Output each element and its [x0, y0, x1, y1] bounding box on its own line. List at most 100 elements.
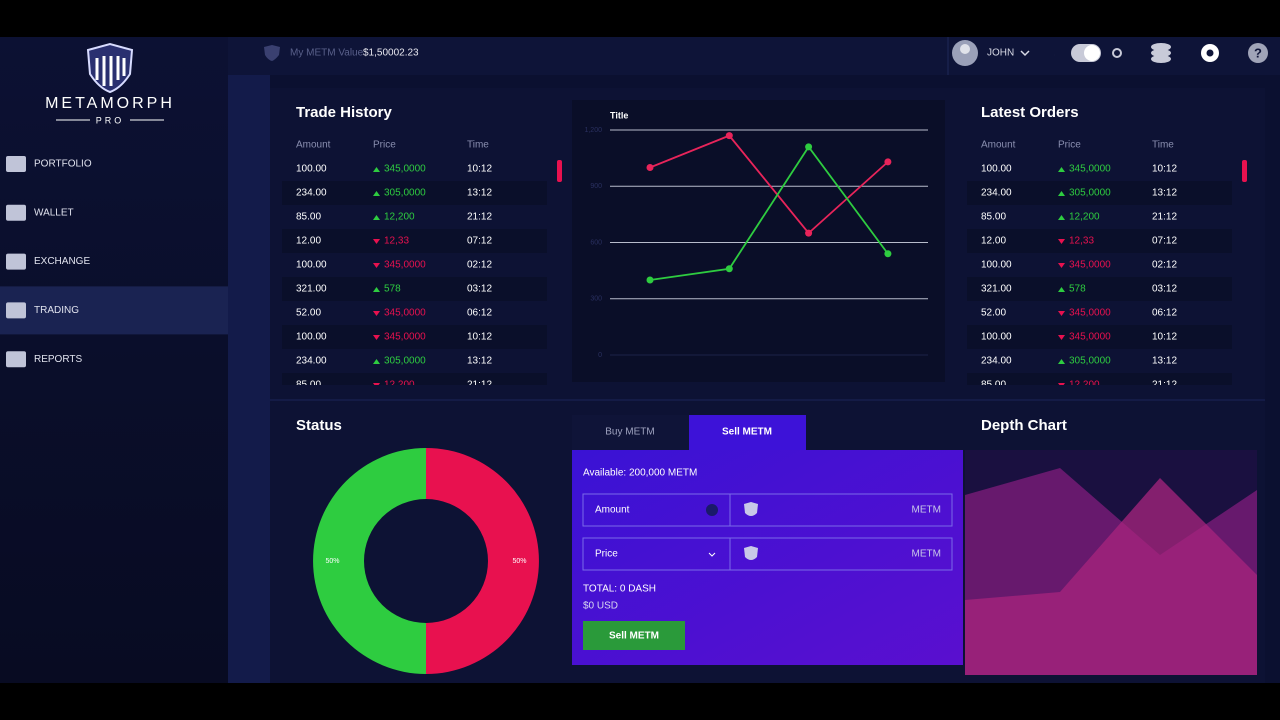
price: 345,0000 — [384, 308, 426, 319]
input-field[interactable] — [582, 493, 953, 527]
time: 02:12 — [1152, 260, 1177, 271]
donut-slice — [313, 448, 426, 674]
field-unit: METM — [912, 549, 941, 560]
amount: 52.00 — [981, 308, 1006, 319]
amount: 321.00 — [296, 284, 327, 295]
donut-slice — [426, 448, 539, 674]
amount: 52.00 — [296, 308, 321, 319]
metm-icon — [264, 45, 280, 61]
column-header: Time — [467, 140, 489, 151]
price: 12,200 — [384, 380, 415, 391]
total: TOTAL: 0 DASH — [583, 584, 656, 595]
submit-label[interactable]: Sell METM — [609, 631, 659, 642]
panel-title: Latest Orders — [981, 104, 1079, 121]
available: Available: 200,000 METM — [583, 468, 697, 479]
price: 345,0000 — [1069, 164, 1111, 175]
dropdown-caret[interactable] — [708, 552, 716, 557]
nav-item[interactable]: WALLET — [34, 207, 74, 218]
line-point — [805, 143, 813, 151]
time: 21:12 — [1152, 380, 1177, 391]
row-bg — [967, 325, 1232, 349]
row-bg — [967, 181, 1232, 205]
nav-item[interactable]: REPORTS — [34, 354, 82, 365]
logo — [86, 42, 134, 94]
scrollbar[interactable] — [1242, 160, 1247, 182]
amount: 234.00 — [296, 188, 327, 199]
price: 305,0000 — [1069, 188, 1111, 199]
field-label: Amount — [595, 505, 630, 516]
left-strip — [228, 75, 270, 683]
price: 345,0000 — [384, 164, 426, 175]
time: 10:12 — [1152, 164, 1177, 175]
line-series — [649, 145, 889, 281]
tab-label[interactable]: Buy METM — [605, 427, 654, 438]
line-point — [884, 250, 892, 258]
time: 21:12 — [467, 212, 492, 223]
tab[interactable] — [572, 415, 689, 450]
trend-arrow — [373, 167, 380, 172]
nav-item[interactable]: EXCHANGE — [34, 256, 90, 267]
column-header: Time — [1152, 140, 1174, 151]
nav-active-bg — [0, 286, 228, 335]
field-unit: METM — [912, 505, 941, 516]
price: 345,0000 — [384, 332, 426, 343]
trend-arrow — [1058, 335, 1065, 340]
slice-label: 50% — [325, 558, 339, 565]
tab-label[interactable]: Sell METM — [722, 427, 772, 438]
row-bg — [282, 325, 547, 349]
help-icon[interactable] — [1248, 43, 1268, 63]
price: 305,0000 — [384, 188, 426, 199]
price: 12,200 — [1069, 380, 1100, 391]
price: 305,0000 — [384, 356, 426, 367]
row-bg — [967, 373, 1232, 385]
time: 03:12 — [1152, 284, 1177, 295]
trend-arrow — [373, 335, 380, 340]
price: 345,0000 — [1069, 308, 1111, 319]
row-bg — [282, 229, 547, 253]
column-header: Price — [1058, 140, 1081, 151]
row-bg — [967, 229, 1232, 253]
user-name[interactable]: JOHN — [987, 48, 1014, 59]
submit-button[interactable] — [583, 621, 685, 650]
amount: 12.00 — [296, 236, 321, 247]
nav-icon — [6, 204, 26, 221]
trend-arrow — [1058, 263, 1065, 268]
amount: 234.00 — [981, 356, 1012, 367]
scrollbar[interactable] — [557, 160, 562, 182]
trend-arrow — [1058, 215, 1065, 220]
token-icon — [744, 502, 758, 516]
trend-arrow — [1058, 239, 1065, 244]
row-bg — [282, 181, 547, 205]
amount: 12.00 — [981, 236, 1006, 247]
column-header: Amount — [981, 140, 1016, 151]
nav-icon — [6, 253, 26, 270]
time: 21:12 — [467, 380, 492, 391]
brand-sub: PRO — [96, 115, 125, 125]
row-bg — [282, 373, 547, 385]
price: 12,33 — [384, 236, 409, 247]
amount: 100.00 — [981, 164, 1012, 175]
line-series — [649, 134, 889, 235]
help-glyph: ? — [1254, 45, 1262, 60]
cursor-spot — [706, 504, 718, 516]
trend-arrow — [1058, 167, 1065, 172]
nav-item[interactable]: TRADING — [34, 305, 79, 316]
line-point — [725, 132, 733, 140]
amount: 321.00 — [981, 284, 1012, 295]
tab[interactable] — [689, 415, 806, 450]
line-point — [725, 265, 733, 273]
table-body: 100.00 345,0000 10:12 234.00 305,0000 13:12 85… — [967, 164, 1232, 391]
input-field[interactable] — [582, 537, 953, 571]
chart-title: Title — [610, 110, 628, 120]
time: 10:12 — [1152, 332, 1177, 343]
settings-icon[interactable] — [1201, 44, 1219, 62]
trend-arrow — [373, 191, 380, 196]
time: 02:12 — [467, 260, 492, 271]
column-header: Amount — [296, 140, 331, 151]
user-caret[interactable] — [1020, 50, 1030, 57]
coins-icon[interactable] — [1151, 43, 1171, 63]
nav-item[interactable]: PORTFOLIO — [34, 159, 92, 170]
amount: 234.00 — [981, 188, 1012, 199]
amount: 100.00 — [296, 332, 327, 343]
brand-name: METAMORPH — [45, 95, 175, 112]
